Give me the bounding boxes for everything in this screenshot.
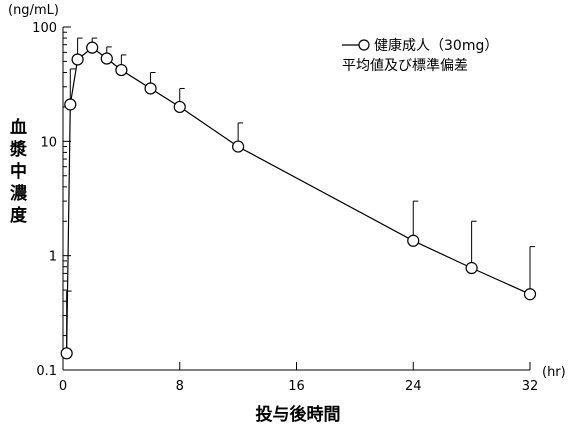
x-tick-label: 32 (522, 379, 539, 394)
data-point (407, 234, 420, 247)
legend-series-label: 健康成人（30mg） (374, 37, 498, 54)
x-axis-title: 投与後時間 (256, 404, 341, 425)
data-point (115, 63, 128, 77)
x-tick-label: 24 (405, 379, 422, 394)
data-point (71, 53, 84, 66)
axes (62, 27, 530, 371)
legend-marker-swatch (358, 39, 370, 51)
data-point (86, 41, 99, 54)
legend: 健康成人（30mg） 平均値及び標準偏差 (342, 37, 498, 74)
legend-stat-label: 平均値及び標準偏差 (342, 58, 468, 74)
error-bars (66, 37, 535, 354)
y-tick-label: 10 (40, 135, 57, 150)
data-point (232, 140, 245, 153)
x-ticks (62, 362, 531, 370)
data-point (465, 261, 478, 275)
data-point (173, 100, 186, 114)
y-tick-labels: 0.1 1 10 100 (32, 21, 57, 379)
data-point (523, 288, 537, 301)
x-tick-label: 16 (288, 379, 305, 394)
data-point (100, 52, 113, 65)
data-point (60, 347, 73, 360)
series-line (66, 46, 531, 354)
y-tick-label: 0.1 (36, 364, 57, 379)
y-axis-title: 血漿中濃度 (9, 117, 28, 226)
y-tick-label: 1 (49, 250, 57, 265)
series-points (60, 41, 537, 360)
x-tick-label: 8 (176, 379, 184, 394)
x-tick-label: 0 (59, 379, 67, 394)
series-lines (66, 46, 531, 354)
y-tick-label: 100 (32, 21, 57, 36)
data-point (144, 82, 157, 95)
y-unit-label: (ng/mL) (8, 3, 59, 18)
x-unit-label: (hr) (542, 365, 566, 380)
data-point (64, 98, 77, 111)
y-minor-ticks (63, 31, 67, 337)
x-tick-labels: 0 8 16 24 32 (59, 379, 538, 394)
